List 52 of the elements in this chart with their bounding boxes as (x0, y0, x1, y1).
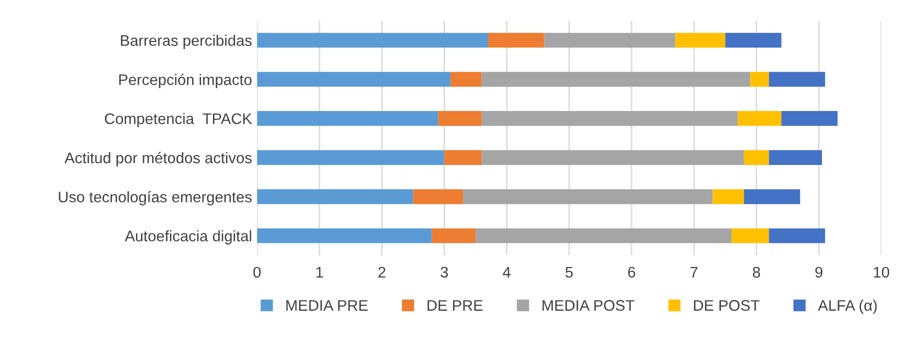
x-tick-label: 5 (566, 266, 573, 278)
x-tick-label: 9 (815, 266, 822, 278)
bar (413, 189, 464, 204)
y-tick-label: Uso tecnologías emergentes (58, 191, 252, 206)
bar (257, 111, 438, 126)
bar (257, 189, 414, 204)
y-tick-label: Autoeficacia digital (124, 230, 252, 244)
bar (768, 228, 826, 244)
bar (482, 111, 738, 126)
bar (444, 150, 482, 165)
x-tick-label: 0 (253, 266, 261, 278)
bar (488, 32, 544, 48)
bar (744, 189, 800, 204)
bar (738, 111, 782, 126)
x-tick-label: 4 (502, 266, 511, 278)
bar (725, 32, 782, 48)
bar (768, 72, 826, 87)
legend-label: MEDIA POST (542, 300, 634, 311)
bar (544, 32, 676, 48)
bar (450, 72, 482, 87)
bar (257, 228, 432, 244)
x-tick-label: 3 (440, 266, 448, 278)
y-tick-label: Barreras percibidas (120, 34, 252, 49)
x-tick-label: 1 (316, 266, 323, 278)
bar (712, 189, 744, 204)
bar (482, 72, 750, 87)
bar (257, 72, 451, 87)
legend-label: DE POST (694, 300, 760, 311)
x-tick-label: 6 (628, 266, 636, 278)
bar (750, 72, 769, 87)
x-tick-label: 8 (752, 266, 760, 278)
bar (675, 32, 726, 48)
y-tick-label: Actitud por métodos activos (64, 152, 252, 166)
bar (463, 189, 713, 204)
bar (744, 150, 769, 165)
bar (438, 111, 482, 126)
legend-label: MEDIA PRE (286, 300, 368, 311)
y-tick-label: Competencia TPACK (104, 112, 252, 128)
y-tick-label: Percepción impacto (119, 74, 252, 88)
legend-label: DE PRE (428, 300, 483, 311)
bar (257, 32, 488, 48)
bar (432, 228, 476, 244)
x-tick-label: 7 (690, 266, 698, 278)
bar (482, 150, 744, 165)
x-tick-label: 10 (874, 266, 890, 278)
bar (768, 150, 822, 165)
bar (781, 111, 838, 126)
bar (731, 228, 769, 244)
legend-label: ALFA (α) (818, 300, 877, 314)
x-tick-label: 2 (378, 266, 386, 278)
bar (476, 228, 732, 244)
bar (257, 150, 444, 165)
